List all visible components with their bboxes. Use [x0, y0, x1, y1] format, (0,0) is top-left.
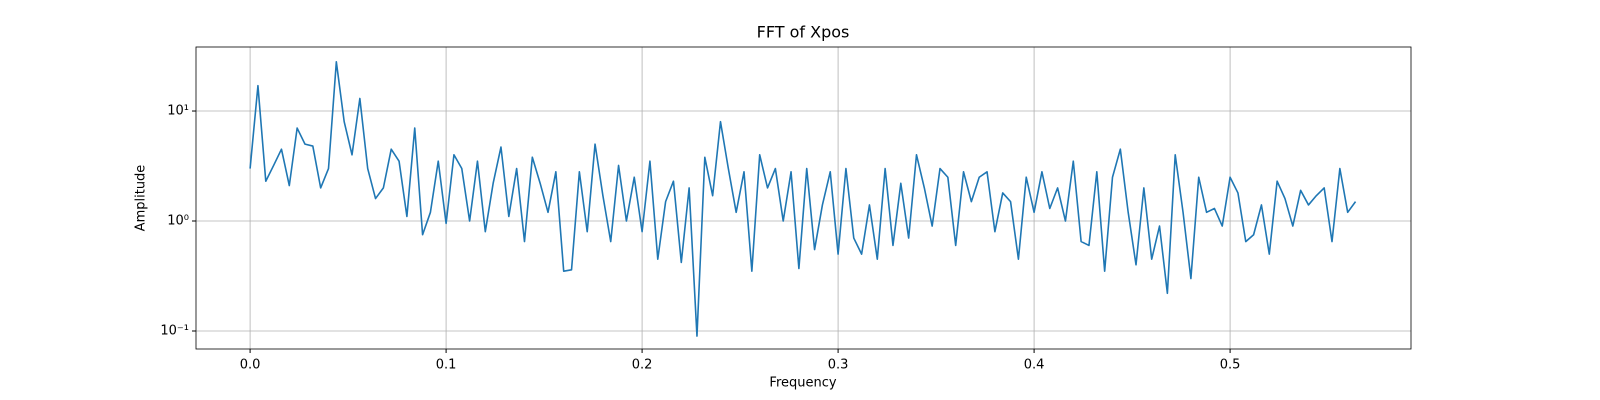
y-axis-label: Amplitude [134, 165, 149, 232]
y-tick-label: 10¹ [167, 104, 189, 119]
x-tick-label: 0.2 [632, 358, 653, 373]
x-axis-label: Frequency [769, 376, 836, 391]
x-tick-label: 0.1 [436, 358, 457, 373]
x-tick-label: 0.5 [1220, 358, 1241, 373]
x-tick-label: 0.3 [828, 358, 849, 373]
chart-title: FFT of Xpos [757, 23, 850, 42]
x-tick-label: 0.0 [240, 358, 261, 373]
plot-frame [195, 46, 1412, 350]
y-tick-label: 10⁰ [167, 214, 189, 229]
data-line [249, 61, 1357, 337]
x-tick-label: 0.4 [1024, 358, 1045, 373]
y-tick-label: 10⁻¹ [160, 323, 189, 338]
